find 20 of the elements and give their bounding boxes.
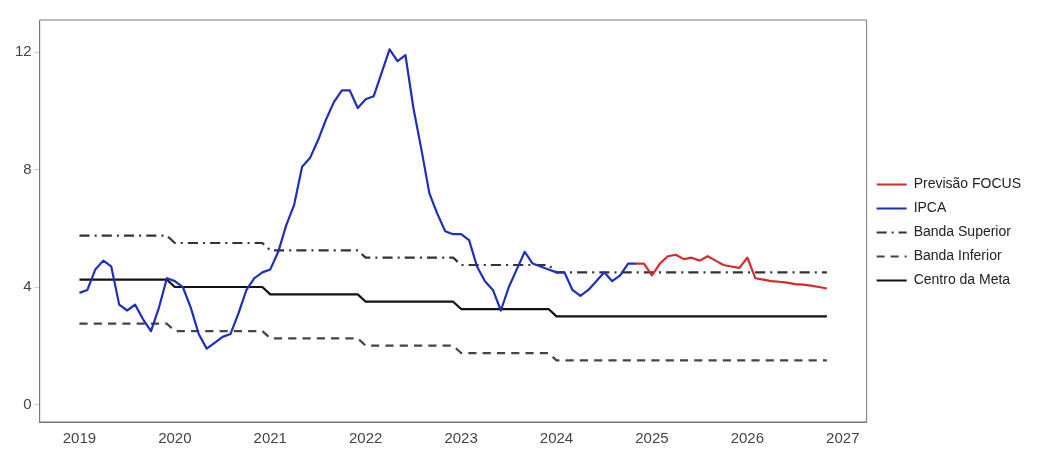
y-tick-label: 12	[15, 42, 32, 60]
y-tick-label: 0	[23, 394, 32, 412]
x-tick-label: 2026	[730, 429, 765, 447]
y-tick-label: 4	[23, 277, 32, 295]
x-tick-label: 2019	[62, 429, 97, 447]
y-tick-label: 8	[23, 159, 32, 177]
x-tick-label: 2024	[539, 429, 574, 447]
x-tick-label: 2025	[635, 429, 669, 447]
x-tick-label: 2022	[349, 429, 383, 447]
line-series	[78, 322, 828, 362]
x-tick-label: 2027	[826, 429, 860, 447]
legend-label: Centro da Meta	[913, 271, 1011, 288]
line-series	[78, 234, 828, 274]
legend-label: IPCA	[913, 199, 947, 216]
x-tick-label: 2021	[253, 429, 287, 447]
x-tick-label: 2023	[444, 429, 478, 447]
legend-label: Banda Superior	[913, 223, 1012, 240]
legend-label: Banda Inferior	[913, 247, 1002, 264]
legend-label: Previsão FOCUS	[913, 175, 1021, 192]
x-tick-label: 2020	[158, 429, 192, 447]
